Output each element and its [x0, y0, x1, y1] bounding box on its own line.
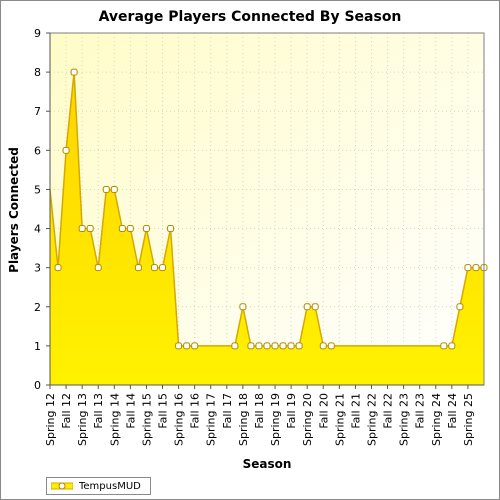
x-tick-label: Spring 19	[269, 393, 282, 446]
x-tick-label: Fall 13	[92, 393, 105, 429]
data-point	[295, 342, 303, 350]
x-tick-label: Spring 25	[462, 393, 475, 446]
x-tick-label: Fall 19	[285, 393, 298, 429]
y-tick-label: 0	[34, 379, 41, 392]
data-point	[311, 303, 319, 311]
x-tick-label: Spring 15	[140, 393, 153, 446]
x-tick-label: Fall 17	[221, 393, 234, 429]
data-point	[303, 303, 311, 311]
y-tick-label: 5	[34, 183, 41, 196]
data-point	[319, 342, 327, 350]
data-point	[287, 342, 295, 350]
data-point	[78, 225, 86, 233]
data-point	[175, 342, 183, 350]
data-point	[263, 342, 271, 350]
data-point	[255, 342, 263, 350]
data-point	[183, 342, 191, 350]
legend: TempusMUD	[46, 477, 151, 495]
data-point	[247, 342, 255, 350]
x-tick-label: Spring 24	[430, 393, 443, 446]
x-tick-label: Fall 20	[317, 393, 330, 429]
x-tick-label: Spring 22	[365, 393, 378, 446]
x-tick-label: Spring 20	[301, 393, 314, 446]
data-point	[150, 264, 158, 272]
x-tick-label: Spring 18	[237, 393, 250, 446]
x-tick-label: Fall 22	[382, 393, 395, 429]
x-tick-label: Spring 17	[205, 393, 218, 446]
data-point	[271, 342, 279, 350]
data-point	[239, 303, 247, 311]
x-tick-label: Spring 13	[76, 393, 89, 446]
y-tick-label: 8	[34, 66, 41, 79]
data-point	[191, 342, 199, 350]
y-tick-label: 2	[34, 301, 41, 314]
data-point	[456, 303, 464, 311]
chart-title: Average Players Connected By Season	[98, 9, 402, 25]
data-point	[464, 264, 472, 272]
data-point	[118, 225, 126, 233]
data-point	[440, 342, 448, 350]
x-tick-label: Fall 18	[253, 393, 266, 429]
data-point	[94, 264, 102, 272]
data-point	[448, 342, 456, 350]
data-point	[62, 146, 70, 154]
data-point	[279, 342, 287, 350]
data-point	[70, 68, 78, 76]
x-tick-label: Fall 21	[349, 393, 362, 429]
x-tick-label: Fall 24	[446, 393, 459, 429]
y-tick-label: 3	[34, 262, 41, 275]
legend-label: TempusMUD	[79, 480, 141, 492]
data-point	[167, 225, 175, 233]
y-tick-label: 4	[34, 223, 41, 236]
x-tick-label: Spring 12	[44, 393, 57, 446]
data-point	[54, 264, 62, 272]
x-tick-label: Fall 15	[157, 393, 170, 429]
x-tick-label: Spring 14	[108, 393, 121, 446]
data-point	[142, 225, 150, 233]
data-point	[327, 342, 335, 350]
x-tick-label: Fall 12	[60, 393, 73, 429]
x-tick-label: Spring 16	[173, 393, 186, 446]
data-point	[134, 264, 142, 272]
data-point	[110, 185, 118, 193]
data-point	[231, 342, 239, 350]
legend-swatch	[51, 482, 73, 490]
data-point	[159, 264, 167, 272]
x-tick-label: Fall 23	[414, 393, 427, 429]
data-point	[472, 264, 480, 272]
x-tick-label: Spring 23	[398, 393, 411, 446]
x-tick-label: Fall 14	[124, 393, 137, 429]
data-point	[126, 225, 134, 233]
x-axis-title: Season	[242, 457, 292, 471]
data-point	[86, 225, 94, 233]
y-tick-label: 6	[34, 144, 41, 157]
x-tick-label: Spring 21	[333, 393, 346, 446]
series-area	[50, 72, 484, 385]
x-tick-label: Fall 16	[189, 393, 202, 429]
data-point	[102, 185, 110, 193]
y-tick-label: 9	[34, 27, 41, 40]
y-tick-label: 1	[34, 340, 41, 353]
y-tick-label: 7	[34, 105, 41, 118]
